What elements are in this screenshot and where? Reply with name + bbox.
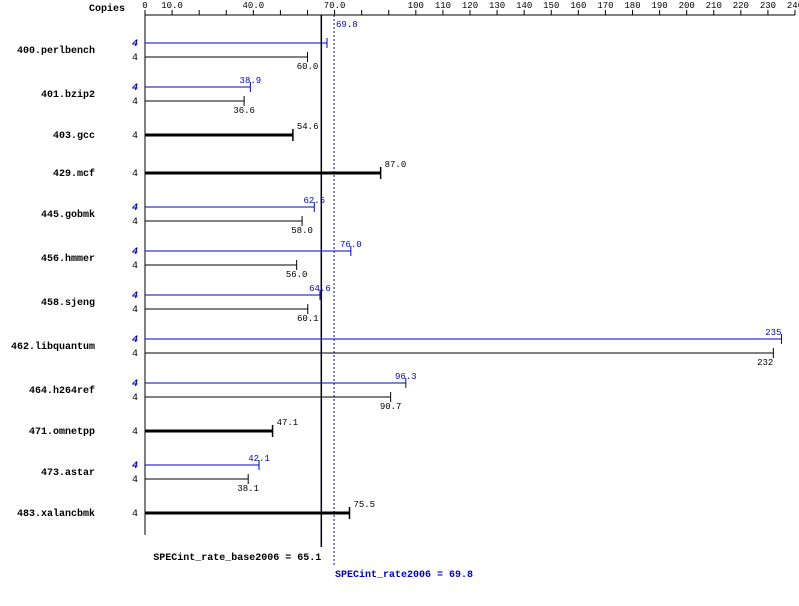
copies-value-peak: 4 [132,291,138,302]
benchmark-label: 483.xalancbmk [17,508,95,520]
copies-value: 4 [132,131,138,142]
bar-value-label-peak: 42.1 [248,454,270,464]
benchmark-label: 471.omnetpp [29,427,95,438]
bar-value-label-base: 58.0 [291,226,313,236]
copies-value-peak: 4 [132,83,138,94]
copies-value-base: 4 [132,393,138,404]
benchmark-label: 401.bzip2 [41,89,95,101]
peak-marker-top-label: 69.8 [336,20,358,30]
bar-value-label-peak: 235 [765,328,781,338]
bar-value-label-base: 38.1 [237,484,259,494]
benchmark-label: 456.hmmer [41,253,95,265]
bar-value-label-peak: 96.3 [395,372,417,382]
bar-value-label-base: 60.1 [297,314,319,324]
bar-value-label-base: 56.0 [286,270,308,280]
bar-value-label: 75.5 [353,500,375,510]
benchmark-label: 458.sjeng [41,297,95,309]
svg-text:220: 220 [733,1,749,11]
copies-value-base: 4 [132,305,138,316]
svg-text:10.0: 10.0 [161,1,183,11]
bar-value-label-base: 60.0 [297,62,319,72]
svg-text:0: 0 [142,1,147,11]
bar-value-label-base: 90.7 [380,402,402,412]
copies-value: 4 [132,169,138,180]
svg-text:150: 150 [543,1,559,11]
copies-value: 4 [132,509,138,520]
bar-value-label-peak: 64.6 [309,284,331,294]
copies-value-base: 4 [132,97,138,108]
copies-value-peak: 4 [132,39,138,50]
copies-value-peak: 4 [132,379,138,390]
bar-value-label-peak: 76.0 [340,240,362,250]
spec-chart: 0 10.0 40.0 70.0 100 110 120 130 140 150 160 170 180… [0,0,799,606]
svg-text:190: 190 [651,1,667,11]
svg-text:200: 200 [679,1,695,11]
svg-text:130: 130 [489,1,505,11]
bar-value-label-base: 36.6 [233,106,255,116]
svg-text:70.0: 70.0 [324,1,346,11]
svg-text:120: 120 [462,1,478,11]
svg-text:230: 230 [760,1,776,11]
svg-text:240: 240 [787,1,799,11]
copies-value-base: 4 [132,53,138,64]
copies-value: 4 [132,427,138,438]
bar-value-label-base: 232 [757,358,773,368]
copies-value-base: 4 [132,217,138,228]
benchmark-label: 445.gobmk [41,209,95,221]
bar-value-label-peak: 38.9 [240,76,262,86]
svg-text:170: 170 [597,1,613,11]
copies-header: Copies [89,3,125,15]
base-summary-label: SPECint_rate_base2006 = 65.1 [153,552,321,564]
bar-value-label: 47.1 [277,418,299,428]
benchmark-label: 400.perlbench [17,45,95,57]
copies-value-base: 4 [132,261,138,272]
copies-value-base: 4 [132,349,138,360]
svg-text:40.0: 40.0 [243,1,265,11]
svg-text:100: 100 [408,1,424,11]
copies-value-peak: 4 [132,461,138,472]
peak-summary-label: SPECint_rate2006 = 69.8 [335,569,473,581]
copies-value-peak: 4 [132,247,138,258]
benchmark-label: 464.h264ref [29,385,95,397]
bar-value-label-peak: 62.5 [303,196,325,206]
svg-text:110: 110 [435,1,451,11]
bar-value-label: 87.0 [385,160,407,170]
benchmark-label: 462.libquantum [11,341,95,353]
bar-value-label: 54.6 [297,122,319,132]
copies-value-peak: 4 [132,335,138,346]
copies-value-peak: 4 [132,203,138,214]
svg-text:140: 140 [516,1,532,11]
benchmark-label: 429.mcf [53,168,95,180]
copies-value-base: 4 [132,475,138,486]
svg-text:180: 180 [624,1,640,11]
svg-text:210: 210 [706,1,722,11]
benchmark-label: 473.astar [41,468,95,479]
benchmark-label: 403.gcc [53,131,95,142]
svg-text:160: 160 [570,1,586,11]
